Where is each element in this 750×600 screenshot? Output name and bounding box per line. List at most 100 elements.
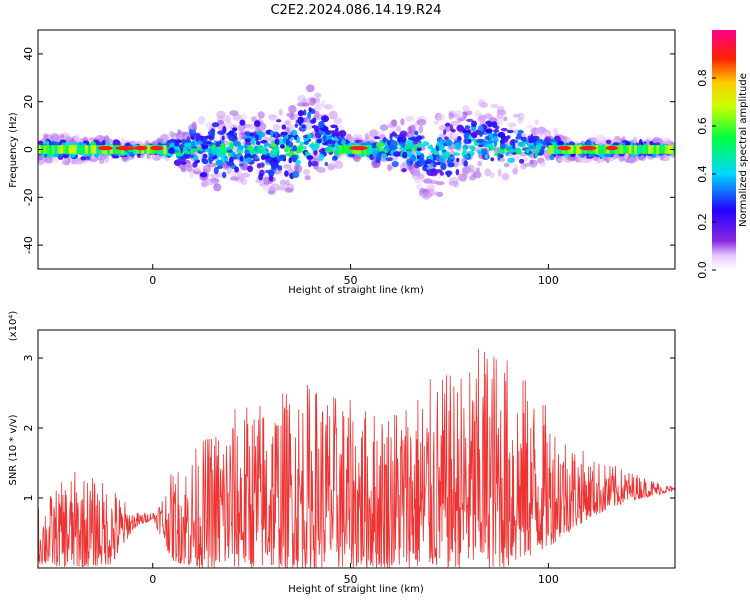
spectrogram-blob (499, 139, 505, 145)
spectrogram-halo-blob (103, 135, 110, 143)
spectrogram-blob (251, 137, 256, 146)
spectrogram-blob (219, 153, 226, 159)
spectrogram-center-line (85, 145, 89, 154)
spectrogram-blob (382, 138, 389, 143)
spectrogram-halo-blob (461, 167, 468, 176)
spectrogram-halo-blob (328, 110, 338, 120)
spectrogram-halo-blob (238, 123, 246, 131)
spectrogram-blob (445, 139, 453, 147)
spectrogram-center-line (115, 145, 119, 154)
spectrogram-halo-blob (249, 123, 255, 130)
spectrogram-blob (338, 130, 347, 138)
spectrogram-halo-blob (308, 97, 316, 106)
spectrogram-blob (284, 145, 291, 153)
spectrogram-blob (415, 151, 422, 156)
spectrogram-blob (259, 162, 265, 168)
spectrogram-blob (328, 146, 335, 151)
spectrogram-peak (97, 145, 113, 151)
spectrogram-blob (190, 153, 194, 159)
spectrogram-peak (579, 145, 597, 151)
spectrogram-halo-blob (279, 179, 287, 186)
spectrogram-blob (463, 155, 471, 159)
spectrogram-blob (542, 141, 547, 146)
spectrogram-blob (463, 160, 469, 167)
spectrogram-halo-blob (297, 94, 306, 103)
spectrogram-blob (268, 175, 274, 182)
spectrogram-blob (649, 141, 654, 145)
spectrogram-blob (463, 132, 469, 140)
spectrogram-blob (500, 142, 506, 150)
colorbar: 0.0 0.2 0.4 0.6 0.8 Normalized spectral ampl… (696, 30, 749, 279)
snr-multiplier: (x10⁴) (8, 311, 19, 342)
spectrogram-halo-blob (334, 160, 344, 170)
spectrogram-blob (440, 162, 447, 170)
spectrogram-blob (184, 139, 192, 143)
spectrogram-blob (193, 155, 198, 161)
spectrogram-blob (456, 124, 464, 132)
spectrogram-halo-blob (569, 156, 577, 162)
spectrogram-blob (375, 158, 381, 163)
spectrogram-blob (255, 141, 261, 145)
spectrogram-blob (430, 149, 438, 154)
spectrogram-blob (427, 145, 433, 150)
spectrogram-center-line (614, 145, 618, 154)
spectrogram-blob (190, 140, 196, 148)
spectrogram-center-line (667, 145, 671, 154)
spectrogram-blob (208, 133, 215, 141)
spectrogram-center-line (369, 145, 373, 154)
spectrogram-blob (294, 123, 299, 128)
spectrogram-blob (297, 110, 305, 117)
spectrogram-halo-blob (323, 104, 333, 110)
spectrogram-blob (307, 133, 312, 138)
spectrogram-center-line (54, 145, 58, 154)
spectrogram-halo-blob (484, 168, 492, 177)
spectrogram-blob (484, 153, 489, 160)
spectrogram-marks (38, 84, 675, 200)
spectrogram-center-line (76, 145, 80, 154)
spectrogram-blob (603, 152, 612, 158)
spectrogram-halo-blob (400, 118, 405, 126)
colorbar-tick-label: 0.6 (696, 117, 709, 135)
spectrogram-halo-blob (462, 105, 470, 113)
spectrogram-blob (277, 134, 281, 138)
spectrogram-halo-blob (512, 113, 520, 118)
spectrogram-halo-blob (453, 180, 459, 188)
spectrogram-blob (373, 136, 380, 140)
spectrogram-blob (516, 132, 522, 139)
spectrogram-blob (260, 139, 268, 144)
spectrogram-halo-blob (180, 168, 187, 173)
spectrogram-blob (297, 116, 304, 124)
spectrogram-blob (245, 157, 252, 163)
spectrogram-center-line (341, 145, 345, 154)
snr-ytick-label: 2 (22, 425, 35, 432)
spectrogram-halo-blob (224, 121, 233, 129)
spectrogram-blob (414, 130, 419, 136)
spectrogram-center-line (631, 145, 635, 154)
spectrogram-halo-blob (402, 161, 407, 168)
spectrogram-center-line (645, 145, 649, 154)
spectrogram-halo-blob (429, 180, 439, 185)
spectrogram-blob (302, 146, 307, 150)
spectrogram-blob (539, 148, 544, 156)
spectrogram-halo-blob (333, 117, 343, 124)
spectrogram-halo-blob (433, 191, 439, 196)
spectrogram-halo-blob (490, 103, 499, 109)
spectrogram-blob (544, 136, 551, 143)
spectrogram-halo-blob (251, 116, 258, 123)
spectrogram-halo-blob (405, 115, 415, 122)
spectrogram-blob (189, 128, 193, 136)
spectrogram-center-line (49, 145, 53, 154)
spectrogram-blob (183, 141, 192, 147)
spectrogram-halo-blob (270, 183, 280, 192)
spectrogram-blob (234, 166, 240, 173)
spectrogram-blob (476, 138, 484, 144)
spectrogram-center-line (347, 145, 350, 154)
spectrogram-blob (215, 159, 223, 166)
spectrogram-blob (311, 117, 317, 124)
spectrogram-blob (318, 121, 325, 128)
spectrogram-halo-blob (458, 160, 464, 166)
spectrogram-blob (446, 170, 451, 178)
spectrogram-blob (257, 145, 264, 151)
spectrogram-blob (489, 146, 496, 151)
spectrogram-halo-blob (364, 133, 370, 140)
